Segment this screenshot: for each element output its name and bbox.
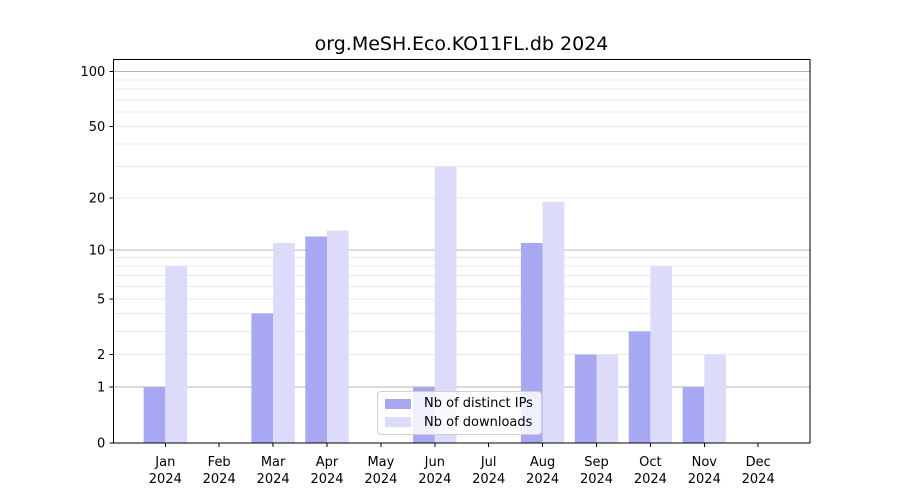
bar-distinct-ips: [682, 387, 705, 443]
bar-downloads: [596, 354, 619, 443]
bar-distinct-ips: [251, 313, 274, 443]
legend: Nb of distinct IPs Nb of downloads: [377, 391, 542, 435]
x-tick-label-year: 2024: [580, 472, 613, 487]
legend-item-downloads: Nb of downloads: [385, 416, 541, 429]
bar-downloads: [327, 230, 349, 443]
y-tick-label: 2: [97, 348, 105, 363]
bar-downloads: [434, 166, 457, 443]
x-tick-label-year: 2024: [257, 472, 290, 487]
bar-distinct-ips: [143, 387, 166, 443]
x-tick-label-month: Jan: [154, 455, 175, 470]
bar-distinct-ips: [305, 236, 327, 443]
x-tick-label-month: Jul: [480, 455, 497, 470]
y-tick-label: 50: [89, 120, 106, 135]
x-tick-label-year: 2024: [418, 472, 451, 487]
x-tick-label-year: 2024: [634, 472, 667, 487]
bar-downloads: [704, 354, 726, 443]
legend-item-distinct-ips: Nb of distinct IPs: [385, 397, 541, 410]
x-tick-label-month: May: [367, 455, 394, 470]
x-tick-label-month: Oct: [639, 455, 661, 470]
y-tick-label: 10: [89, 243, 106, 258]
x-tick-label-month: Sep: [584, 455, 609, 470]
chart-title: org.MeSH.Eco.KO11FL.db 2024: [314, 33, 609, 55]
x-tick-label-month: Nov: [692, 455, 718, 470]
x-tick-label-year: 2024: [310, 472, 343, 487]
bar-downloads: [542, 201, 565, 443]
bar-downloads: [165, 266, 187, 443]
x-tick-label-year: 2024: [742, 472, 775, 487]
x-tick-label-year: 2024: [526, 472, 559, 487]
legend-label-distinct-ips: Nb of distinct IPs: [424, 396, 533, 412]
y-tick-label: 100: [80, 65, 105, 80]
x-tick-label-year: 2024: [688, 472, 721, 487]
x-tick-label-month: Feb: [208, 455, 231, 470]
x-tick-label-year: 2024: [203, 472, 236, 487]
x-tick-label-year: 2024: [364, 472, 397, 487]
x-tick-label-month: Jun: [424, 455, 445, 470]
legend-swatch-downloads: [385, 417, 411, 428]
x-tick-label-year: 2024: [149, 472, 182, 487]
y-tick-label: 0: [97, 437, 105, 452]
x-tick-label-month: Apr: [316, 455, 339, 470]
legend-swatch-distinct-ips: [385, 398, 411, 409]
bar-distinct-ips: [628, 331, 651, 443]
x-tick-label-year: 2024: [472, 472, 505, 487]
x-tick-label-month: Mar: [261, 455, 286, 470]
y-tick-label: 5: [97, 292, 105, 307]
bar-downloads: [273, 242, 295, 443]
legend-label-downloads: Nb of downloads: [424, 414, 533, 430]
bar-distinct-ips: [574, 354, 597, 443]
x-tick-label-month: Aug: [530, 455, 555, 470]
plot-border: [112, 58, 811, 444]
y-tick-label: 20: [89, 191, 106, 206]
x-tick-label-month: Dec: [746, 455, 771, 470]
y-tick-label: 1: [97, 381, 105, 396]
bar-downloads: [650, 266, 673, 443]
